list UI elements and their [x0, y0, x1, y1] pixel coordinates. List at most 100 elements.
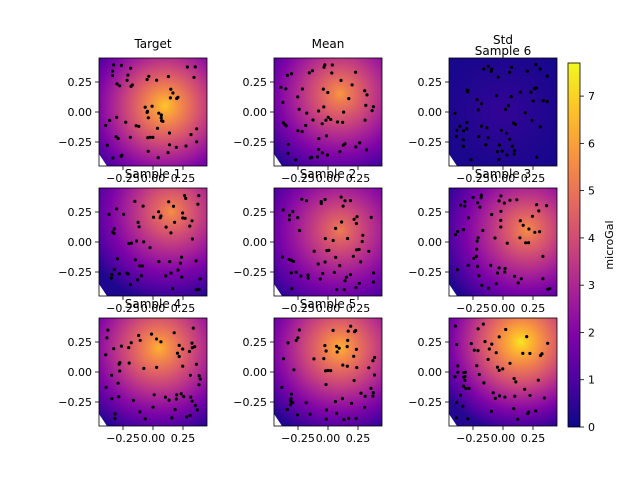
station-point	[140, 264, 144, 268]
colorbar-tick-label: 6	[588, 137, 595, 150]
station-point	[486, 64, 490, 68]
station-point	[354, 347, 358, 351]
station-point	[490, 212, 494, 217]
station-point	[513, 122, 518, 126]
y-tick-label: 0.00	[68, 236, 93, 249]
station-point	[168, 96, 172, 100]
station-point	[476, 236, 480, 240]
station-point	[534, 62, 538, 67]
station-point	[330, 63, 334, 67]
station-point	[188, 224, 192, 228]
station-point	[113, 412, 117, 416]
station-point	[469, 342, 473, 346]
station-point	[116, 136, 120, 141]
station-point	[372, 271, 376, 275]
station-point	[191, 326, 195, 330]
station-point	[157, 260, 161, 264]
y-tick-label: 0.00	[243, 236, 268, 249]
station-point	[287, 257, 291, 262]
x-tick-label: 0.00	[316, 432, 341, 445]
station-point	[175, 351, 180, 355]
heatmap-field	[274, 58, 382, 166]
station-point	[466, 216, 470, 220]
station-point	[466, 90, 470, 94]
station-point	[115, 82, 119, 86]
station-point	[370, 109, 374, 113]
station-point	[294, 338, 298, 343]
station-point	[118, 369, 122, 373]
station-point	[354, 70, 358, 74]
station-point	[341, 363, 345, 367]
station-point	[529, 90, 533, 94]
station-point	[495, 150, 499, 154]
station-point	[527, 241, 531, 245]
station-point	[139, 274, 143, 278]
station-point	[523, 111, 527, 115]
station-point	[360, 239, 364, 244]
station-point	[296, 216, 300, 220]
station-point	[453, 111, 457, 115]
station-point	[129, 341, 133, 345]
station-point	[110, 272, 114, 277]
station-point	[535, 203, 539, 207]
station-point	[167, 143, 172, 147]
station-point	[141, 204, 145, 208]
station-point	[111, 156, 115, 160]
station-point	[148, 135, 152, 139]
station-point	[136, 220, 140, 224]
station-point	[463, 200, 467, 204]
station-point	[331, 238, 335, 243]
y-tick-label: 0.25	[243, 76, 268, 89]
station-point	[478, 205, 482, 209]
heatmap-field	[99, 188, 207, 296]
station-point	[195, 127, 199, 131]
station-point	[475, 98, 479, 102]
station-point	[369, 215, 373, 219]
station-point	[318, 277, 322, 281]
station-point	[528, 351, 532, 356]
station-point	[513, 394, 517, 398]
station-point	[454, 416, 458, 420]
station-point	[533, 230, 537, 234]
station-point	[461, 129, 466, 133]
station-point	[325, 249, 329, 253]
station-point	[321, 87, 325, 91]
station-point	[504, 327, 508, 332]
station-point	[146, 116, 150, 120]
station-point	[133, 258, 137, 262]
station-point	[128, 282, 132, 287]
y-tick-label: −0.25	[58, 396, 92, 409]
colorbar: 0 1 2 3 4 5 6 7 microGal	[567, 62, 616, 434]
station-point	[119, 63, 123, 67]
station-point	[455, 342, 459, 347]
station-point	[354, 416, 358, 421]
station-point	[352, 354, 356, 358]
station-point	[289, 271, 293, 275]
station-point	[324, 349, 328, 353]
x-tick-label: −0.25	[456, 302, 490, 315]
station-point	[342, 110, 346, 114]
station-point	[147, 74, 151, 78]
station-point	[292, 368, 296, 372]
station-point	[163, 395, 167, 399]
station-point	[112, 227, 116, 231]
station-point	[110, 397, 114, 401]
station-point	[494, 282, 498, 286]
station-point	[157, 210, 161, 214]
station-point	[339, 195, 343, 199]
colorbar-tick-label: 0	[588, 421, 595, 434]
station-point	[354, 145, 358, 149]
station-point	[326, 90, 330, 95]
station-point	[476, 108, 480, 112]
station-point	[198, 277, 202, 281]
station-point	[342, 288, 346, 292]
station-point	[164, 225, 168, 229]
station-point	[462, 375, 466, 379]
station-point	[134, 239, 139, 243]
station-point	[312, 357, 316, 361]
station-point	[489, 69, 493, 73]
station-point	[456, 370, 460, 374]
station-point	[178, 261, 182, 265]
